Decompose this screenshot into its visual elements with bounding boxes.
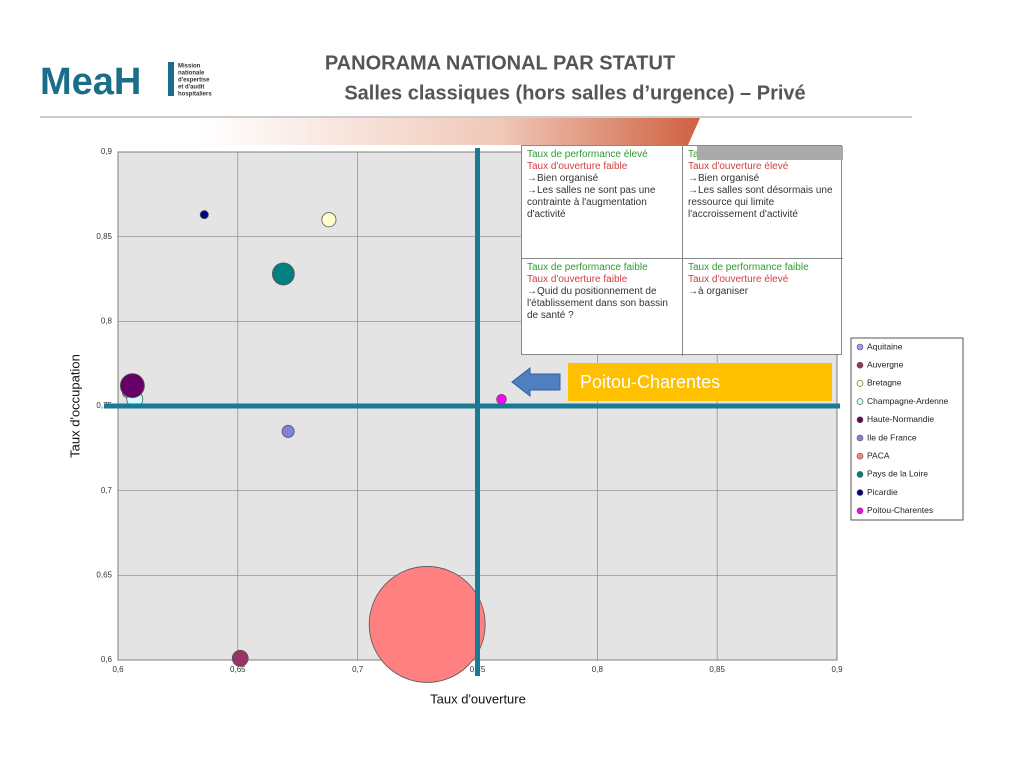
logo-bar [168,62,174,96]
quadrant-text: →Les salles sont désormais une ressource… [688,185,833,220]
quadrant-subtitle: Taux d'ouverture élevé [688,161,789,172]
x-tick-label: 0,6 [112,665,124,674]
logo-subtitle: et d'audit [178,85,204,91]
legend-marker [856,343,864,351]
bubble [321,212,337,228]
legend-marker [856,507,864,515]
x-tick-label: 0,8 [592,665,604,674]
legend-label: Bretagne [867,378,902,388]
legend [850,337,964,521]
quadrant-title: Taux de performance faible [527,262,648,273]
x-tick-label: 0,65 [230,665,246,674]
logo-subtitle: d'expertise [178,78,210,84]
y-tick-label: 0,65 [96,570,112,579]
callout-box [568,363,832,401]
legend-marker [856,452,864,460]
x-tick-label: 0,9 [831,665,843,674]
bubble [231,649,249,667]
subtitle: Salles classiques (hors salles d’urgence… [344,82,805,104]
quadrant-text: →Bien organisé [688,173,760,184]
x-axis-label: Taux d'ouverture [430,691,526,706]
quadrant-text: →Bien organisé [527,173,599,184]
bubble [281,424,295,438]
legend-label: Ile de France [867,432,917,442]
quadrant-text: →à organiser [688,286,749,297]
quadrant-subtitle: Taux d'ouverture élevé [688,274,789,285]
bubble [271,262,295,286]
legend-label: Picardie [867,487,898,497]
y-axis-label: Taux d'occupation [67,354,82,458]
x-tick-label: 0,7 [352,665,364,674]
title: PANORAMA NATIONAL PAR STATUT [325,52,675,74]
quadrant-subtitle: Taux d'ouverture faible [527,274,628,285]
quadrant-subtitle: Taux d'ouverture faible [527,161,628,172]
legend-marker [856,398,864,405]
legend-label: Aquitaine [867,341,903,351]
legend-label: Champagne-Ardenne [867,396,949,406]
bubble [496,393,507,405]
header-band [200,118,700,145]
quadrant-title: Taux de performance élevé [527,149,648,160]
legend-marker [856,471,864,478]
bubble [119,373,145,399]
y-tick-label: 0,6 [101,655,113,664]
legend-label: PACA [867,450,890,460]
quadrant: Taux de performance faible Taux d'ouvertu… [683,259,843,356]
logo-subtitle: hospitaliers [178,92,212,98]
callout-arrow [511,366,561,398]
redaction [697,146,843,160]
quadrant: Taux de performance faible Taux d'ouvertu… [522,259,683,356]
x-tick-label: 0,85 [709,665,725,674]
logo-subtitle: Mission [178,64,201,70]
bubble [368,566,486,683]
quadrant-title: Taux de performance faible [688,262,809,273]
logo-subtitle: nationale [178,71,205,77]
legend-marker [856,416,864,424]
legend-marker [856,434,864,442]
legend-label: Auvergne [867,359,904,369]
logo: MeaH [40,61,141,103]
y-tick-label: 0,9 [101,147,113,156]
callout-label: Poitou-Charentes [580,372,720,392]
quadrant-box: Taux de performance élevé Taux d'ouvertur… [521,145,843,356]
y-tick-label: 0,85 [96,232,112,241]
y-tick-label: 0,8 [101,316,113,325]
legend-label: Haute-Normandie [867,414,934,424]
legend-marker [856,489,864,496]
legend-marker [856,361,864,369]
y-tick-label: 0,7 [101,486,113,495]
legend-label: Poitou-Charentes [867,505,933,515]
legend-marker [856,380,864,387]
legend-label: Pays de la Loire [867,469,928,479]
quadrant-text: →Quid du positionnement de l'établisseme… [527,286,668,321]
bubble [199,210,209,220]
quadrant-text: →Les salles ne sont pas une contrainte à… [527,185,656,220]
